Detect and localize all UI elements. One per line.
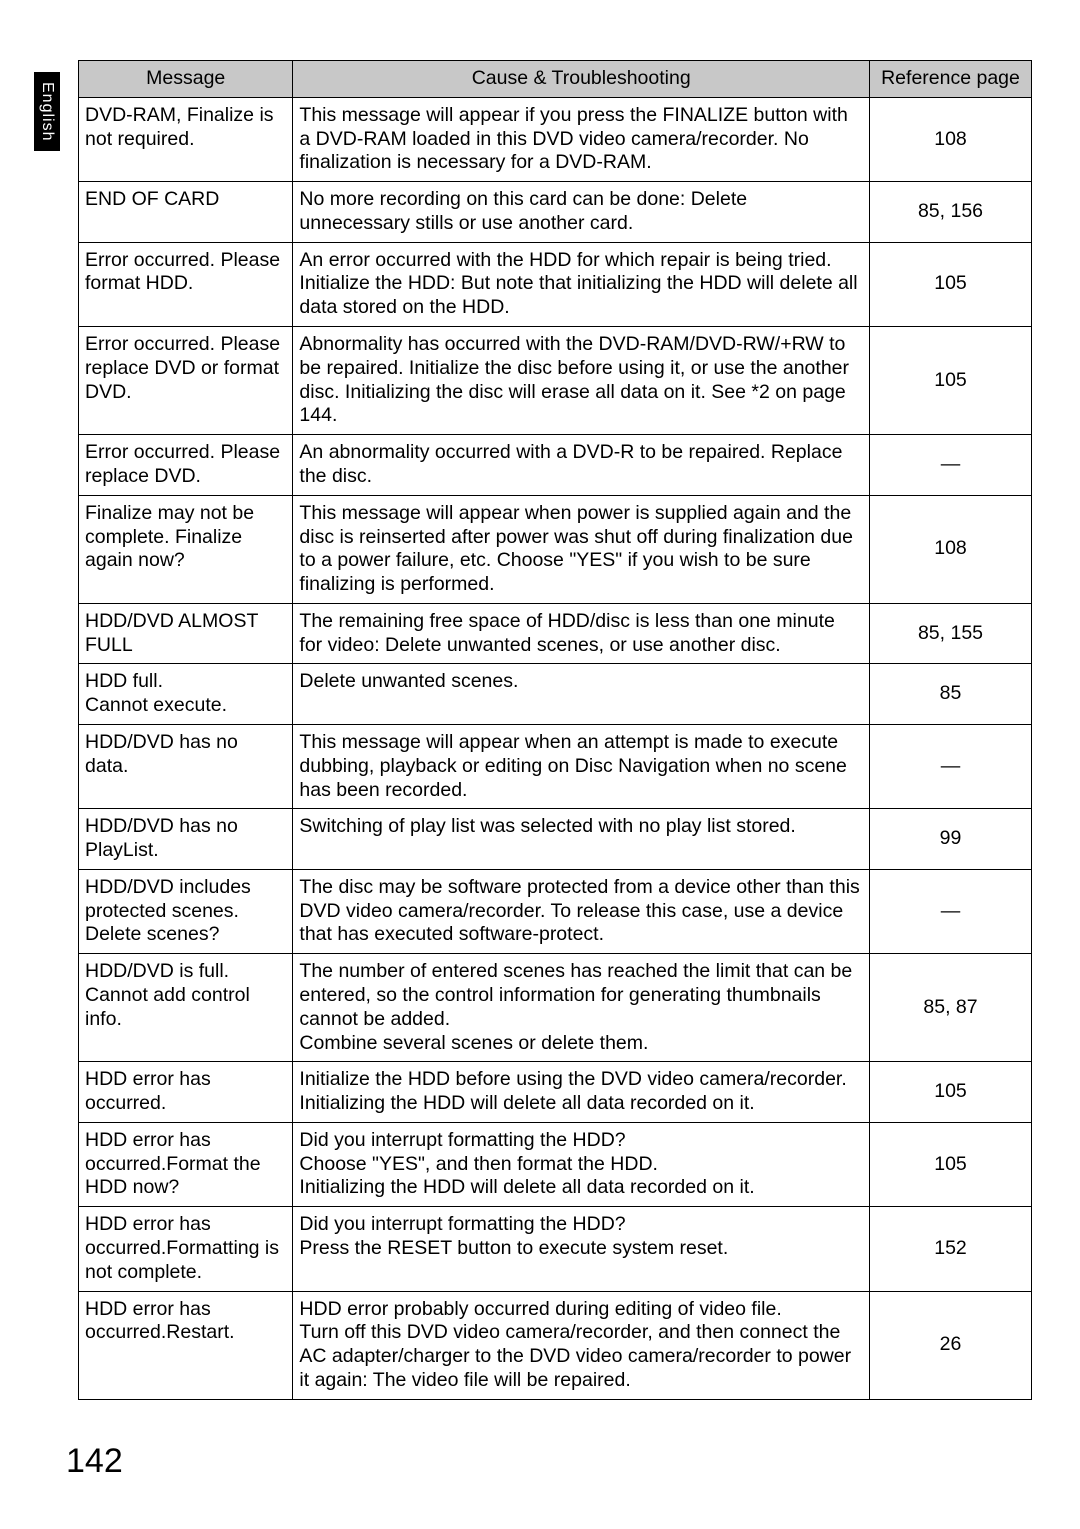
language-tab: English: [34, 72, 60, 151]
cell-reference: 85, 155: [869, 603, 1031, 664]
cell-reference: 85, 87: [869, 954, 1031, 1062]
table-row: DVD-RAM, Finalize is not required.This m…: [79, 97, 1032, 181]
table-row: HDD error has occurred.Formatting is not…: [79, 1207, 1032, 1291]
header-cause: Cause & Troubleshooting: [293, 61, 870, 98]
cell-message: Error occurred. Please format HDD.: [79, 242, 293, 326]
cell-reference: 105: [869, 327, 1031, 435]
cell-message: Error occurred. Please replace DVD.: [79, 435, 293, 496]
table-row: HDD error has occurred.Initialize the HD…: [79, 1062, 1032, 1123]
table-row: Error occurred. Please replace DVD.An ab…: [79, 435, 1032, 496]
header-message: Message: [79, 61, 293, 98]
table-row: HDD/DVD ALMOST FULLThe remaining free sp…: [79, 603, 1032, 664]
cell-reference: 105: [869, 242, 1031, 326]
cell-message: HDD full. Cannot execute.: [79, 664, 293, 725]
cell-message: DVD-RAM, Finalize is not required.: [79, 97, 293, 181]
cell-cause: Switching of play list was selected with…: [293, 809, 870, 870]
cell-reference: 108: [869, 495, 1031, 603]
cell-reference: 105: [869, 1062, 1031, 1123]
header-reference: Reference page: [869, 61, 1031, 98]
cell-message: HDD/DVD ALMOST FULL: [79, 603, 293, 664]
page-number: 142: [66, 1442, 123, 1481]
cell-reference: —: [869, 724, 1031, 808]
cell-message: HDD error has occurred.: [79, 1062, 293, 1123]
cell-cause: The number of entered scenes has reached…: [293, 954, 870, 1062]
cell-cause: This message will appear when power is s…: [293, 495, 870, 603]
cell-reference: 99: [869, 809, 1031, 870]
cell-cause: Did you interrupt formatting the HDD? Ch…: [293, 1122, 870, 1206]
table-row: Error occurred. Please format HDD.An err…: [79, 242, 1032, 326]
cell-message: HDD error has occurred.Format the HDD no…: [79, 1122, 293, 1206]
cell-message: END OF CARD: [79, 182, 293, 243]
table-row: HDD error has occurred.Format the HDD no…: [79, 1122, 1032, 1206]
table-row: END OF CARDNo more recording on this car…: [79, 182, 1032, 243]
cell-message: HDD/DVD has no PlayList.: [79, 809, 293, 870]
cell-cause: The remaining free space of HDD/disc is …: [293, 603, 870, 664]
cell-cause: An error occurred with the HDD for which…: [293, 242, 870, 326]
table-row: Error occurred. Please replace DVD or fo…: [79, 327, 1032, 435]
cell-cause: The disc may be software protected from …: [293, 869, 870, 953]
cell-message: HDD/DVD is full. Cannot add control info…: [79, 954, 293, 1062]
cell-cause: This message will appear when an attempt…: [293, 724, 870, 808]
cell-reference: 105: [869, 1122, 1031, 1206]
cell-message: HDD/DVD has no data.: [79, 724, 293, 808]
troubleshooting-table: Message Cause & Troubleshooting Referenc…: [78, 60, 1032, 1400]
cell-reference: —: [869, 869, 1031, 953]
cell-reference: 152: [869, 1207, 1031, 1291]
main-content: Message Cause & Troubleshooting Referenc…: [78, 60, 1032, 1400]
table-row: HDD/DVD includes protected scenes. Delet…: [79, 869, 1032, 953]
table-row: HDD/DVD has no PlayList.Switching of pla…: [79, 809, 1032, 870]
cell-cause: Abnormality has occurred with the DVD-RA…: [293, 327, 870, 435]
table-header-row: Message Cause & Troubleshooting Referenc…: [79, 61, 1032, 98]
cell-message: Error occurred. Please replace DVD or fo…: [79, 327, 293, 435]
cell-cause: Initialize the HDD before using the DVD …: [293, 1062, 870, 1123]
cell-message: HDD/DVD includes protected scenes. Delet…: [79, 869, 293, 953]
cell-cause: No more recording on this card can be do…: [293, 182, 870, 243]
table-row: HDD error has occurred.Restart.HDD error…: [79, 1291, 1032, 1399]
cell-cause: HDD error probably occurred during editi…: [293, 1291, 870, 1399]
table-row: Finalize may not be complete. Finalize a…: [79, 495, 1032, 603]
table-row: HDD/DVD is full. Cannot add control info…: [79, 954, 1032, 1062]
table-row: HDD/DVD has no data.This message will ap…: [79, 724, 1032, 808]
cell-reference: 108: [869, 97, 1031, 181]
cell-cause: An abnormality occurred with a DVD-R to …: [293, 435, 870, 496]
cell-reference: 85, 156: [869, 182, 1031, 243]
cell-cause: Delete unwanted scenes.: [293, 664, 870, 725]
cell-message: HDD error has occurred.Formatting is not…: [79, 1207, 293, 1291]
cell-reference: 85: [869, 664, 1031, 725]
cell-message: Finalize may not be complete. Finalize a…: [79, 495, 293, 603]
cell-reference: —: [869, 435, 1031, 496]
cell-cause: Did you interrupt formatting the HDD? Pr…: [293, 1207, 870, 1291]
table-row: HDD full. Cannot execute.Delete unwanted…: [79, 664, 1032, 725]
cell-message: HDD error has occurred.Restart.: [79, 1291, 293, 1399]
cell-cause: This message will appear if you press th…: [293, 97, 870, 181]
cell-reference: 26: [869, 1291, 1031, 1399]
